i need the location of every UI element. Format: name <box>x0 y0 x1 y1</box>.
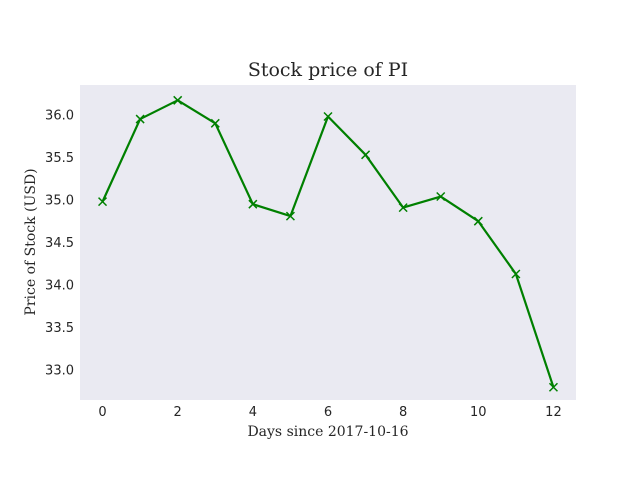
y-tick-label: 36.0 <box>45 108 74 123</box>
x-tick-label: 6 <box>324 405 332 420</box>
y-axis-label: Price of Stock (USD) <box>23 168 39 315</box>
chart-title: Stock price of PI <box>248 59 408 81</box>
y-axis-ticks: 33.0 33.5 34.0 34.5 35.0 35.5 36.0 <box>45 108 74 378</box>
data-point-marker <box>398 203 408 213</box>
x-axis-ticks: 0 2 4 6 8 10 12 <box>98 405 561 420</box>
data-point-marker <box>323 111 333 122</box>
x-tick-label: 0 <box>98 405 106 420</box>
y-tick-label: 33.5 <box>45 321 74 336</box>
y-tick-label: 34.5 <box>45 236 74 251</box>
plot-area <box>80 85 576 400</box>
data-point-marker <box>436 191 446 202</box>
data-point-marker <box>511 269 521 279</box>
data-point-marker <box>548 382 558 392</box>
x-tick-label: 4 <box>249 405 257 420</box>
y-tick-label: 34.0 <box>45 279 74 294</box>
y-tick-label: 33.0 <box>45 364 74 379</box>
data-point-marker <box>473 216 483 226</box>
x-tick-label: 2 <box>174 405 182 420</box>
y-tick-label: 35.5 <box>45 151 74 166</box>
data-point-marker <box>361 150 371 160</box>
data-point-marker <box>98 197 108 207</box>
data-point-marker <box>285 211 295 221</box>
data-point-marker <box>210 118 220 128</box>
data-point-marker <box>248 199 258 209</box>
data-point-marker <box>135 114 145 124</box>
data-point-marker <box>173 95 183 105</box>
x-tick-label: 8 <box>399 405 407 420</box>
y-tick-label: 35.0 <box>45 193 74 208</box>
x-tick-label: 10 <box>470 405 487 420</box>
series-layer <box>98 95 558 392</box>
x-axis-label: Days since 2017-10-16 <box>247 424 408 440</box>
x-tick-label: 12 <box>545 405 562 420</box>
